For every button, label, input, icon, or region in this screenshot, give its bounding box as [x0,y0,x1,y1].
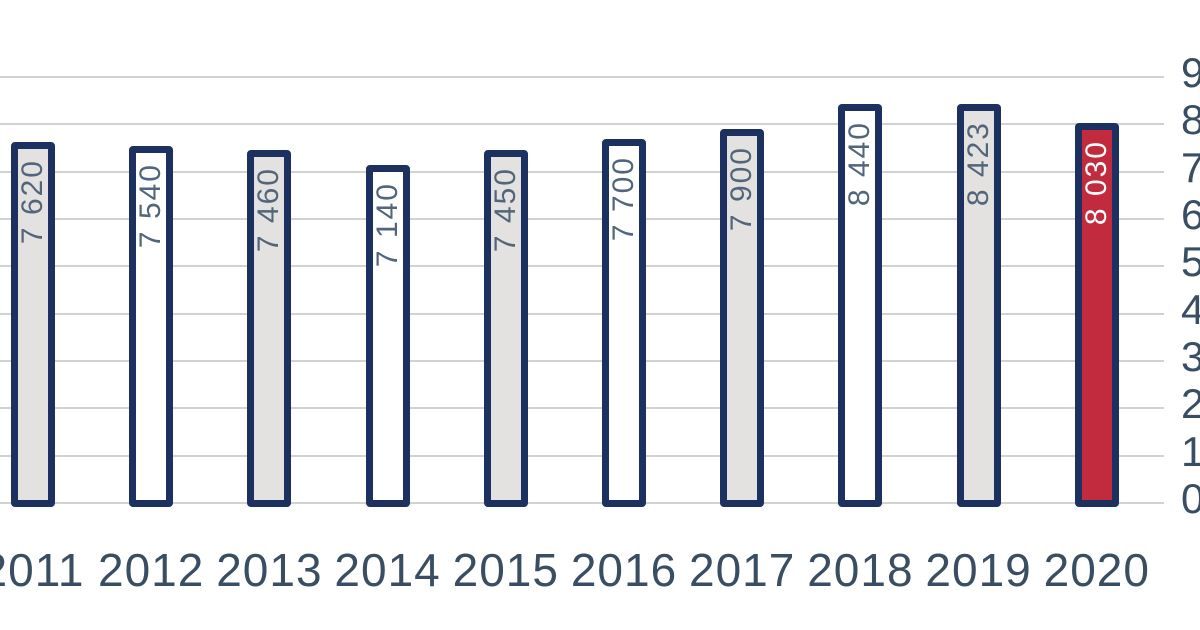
bar-2020: 8 030 [1074,122,1119,507]
bar-2013: 7 460 [247,149,292,507]
gridline [0,76,1164,78]
x-tick-label-2011: 2011 [0,544,85,596]
y-tick-label: 6 [1181,191,1200,238]
bar-2012: 7 540 [129,146,174,507]
gridline [0,407,1164,410]
bar-2017: 7 900 [720,129,765,507]
y-tick-label: 8 [1181,96,1200,144]
bar-2019: 8 423 [956,104,1001,507]
gridline [0,218,1164,220]
bar-value-label: 7 450 [488,167,522,253]
bar-2014: 7 140 [365,165,410,507]
gridline [0,502,1164,504]
y-tick-label: 4 [1181,285,1200,333]
x-tick-label-2013: 2013 [216,544,323,596]
x-tick-label-2018: 2018 [807,544,914,596]
gridline [0,123,1164,126]
x-tick-label-2014: 2014 [334,544,441,596]
bar-value-label: 7 620 [16,159,49,245]
y-tick-label: 5 [1181,238,1200,286]
y-tick-label: 7 [1181,143,1200,191]
x-tick-label-2020: 2020 [1043,544,1150,596]
y-tick-label: 3 [1181,333,1200,380]
gridline [0,265,1164,268]
x-tick-label-2015: 2015 [452,544,559,596]
bar-2018: 8 440 [838,103,883,507]
bar-value-label: 8 423 [961,121,995,207]
bar-value-label: 7 460 [252,166,286,252]
bar-2015: 7 450 [483,150,528,507]
gridline [0,170,1164,173]
bar-value-label: 7 140 [370,182,404,268]
y-tick-label: 9 [1181,49,1200,96]
y-tick-label: 2 [1181,380,1200,428]
x-tick-label-2019: 2019 [925,544,1032,596]
gridline [0,312,1164,315]
bar-value-label: 7 700 [607,155,640,241]
bar-value-label: 7 900 [725,146,759,232]
gridline [0,360,1164,362]
bar-2016: 7 700 [602,138,646,507]
bar-value-label: 8 440 [843,120,877,206]
bar-value-label: 8 030 [1079,139,1113,225]
x-tick-label-2016: 2016 [570,544,678,596]
bar-2011: 7 620 [11,142,55,507]
x-tick-label-2017: 2017 [689,544,796,596]
y-tick-label: 1 [1181,427,1200,475]
x-tick-label-2012: 2012 [98,544,205,596]
y-tick-label: 0 [1181,475,1200,522]
bar-value-label: 7 540 [134,163,168,249]
gridline [0,454,1164,457]
